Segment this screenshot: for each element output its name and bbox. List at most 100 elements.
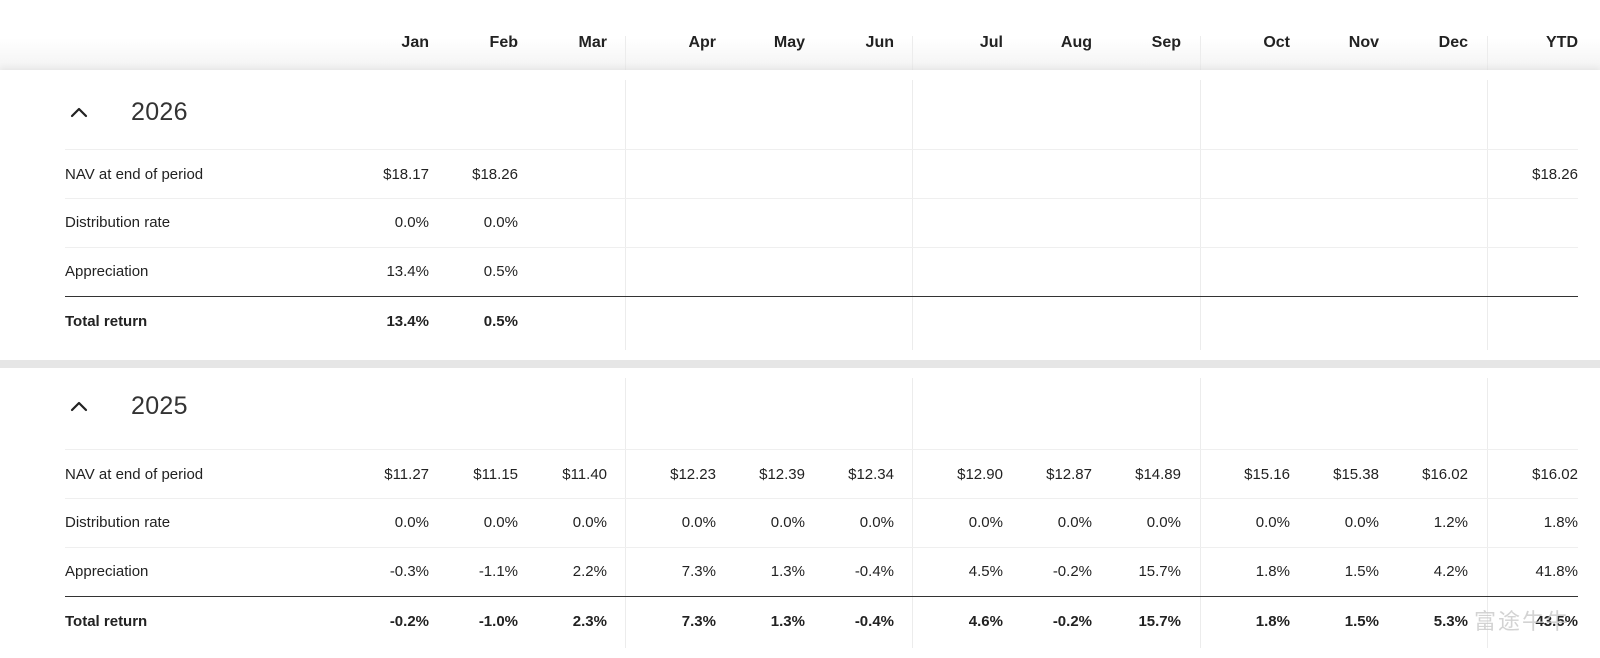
table-row-nav: NAV at end of period $11.27 $11.15 $11.4… — [65, 449, 1578, 499]
cell-jan: 0.0% — [394, 514, 429, 531]
cell-feb: 0.0% — [483, 214, 518, 231]
cell-jun: -0.4% — [854, 613, 894, 630]
row-label: Total return — [65, 313, 148, 330]
cell-sep: $14.89 — [1135, 466, 1181, 483]
cell-feb: $18.26 — [472, 166, 518, 183]
quarter-divider — [625, 378, 626, 648]
month-header-oct: Oct — [1263, 34, 1290, 51]
cell-sep: 15.7% — [1138, 613, 1181, 630]
chevron-up-icon — [70, 401, 88, 412]
month-header-jun: Jun — [865, 34, 894, 51]
cell-jan: $11.27 — [384, 466, 429, 483]
cell-mar: 2.3% — [572, 613, 607, 630]
cell-nov: 1.5% — [1344, 613, 1379, 630]
row-label: NAV at end of period — [65, 166, 204, 183]
table-row-distribution: Distribution rate 0.0% 0.0% — [65, 198, 1578, 248]
cell-nov: 0.0% — [1344, 514, 1379, 531]
cell-apr: 0.0% — [681, 514, 716, 531]
quarter-divider — [1487, 378, 1488, 648]
cell-aug: 0.0% — [1057, 514, 1092, 531]
year-title: 2025 — [131, 392, 188, 420]
cell-jun: 0.0% — [859, 514, 894, 531]
cell-apr: 7.3% — [681, 563, 716, 580]
collapse-2025-button[interactable] — [66, 394, 92, 420]
cell-may: 1.3% — [770, 613, 805, 630]
collapse-2026-button[interactable] — [66, 100, 92, 126]
quarter-divider — [1200, 378, 1201, 648]
month-header-feb: Feb — [489, 34, 518, 51]
cell-oct: 1.8% — [1255, 613, 1290, 630]
cell-feb: 0.5% — [483, 313, 518, 330]
table-row-total-return: Total return -0.2% -1.0% 2.3% 7.3% 1.3% … — [65, 596, 1578, 646]
cell-mar: 0.0% — [572, 514, 607, 531]
year-section-2026: 2026 NAV at end of period $18.17 $18.26 … — [0, 70, 1600, 360]
cell-jul: 4.5% — [968, 563, 1003, 580]
cell-apr: $12.23 — [670, 466, 716, 483]
cell-mar: $11.40 — [562, 466, 607, 483]
quarter-divider — [1487, 36, 1488, 70]
month-header-ytd: YTD — [1546, 34, 1578, 51]
month-header-jul: Jul — [979, 34, 1003, 51]
year-section-2025: 2025 NAV at end of period $11.27 $11.15 … — [0, 368, 1600, 658]
cell-jun: -0.4% — [854, 563, 894, 580]
table-row-nav: NAV at end of period $18.17 $18.26 $18.2… — [65, 149, 1578, 199]
month-header-mar: Mar — [578, 34, 607, 51]
cell-nov: $15.38 — [1333, 466, 1379, 483]
cell-dec: 1.2% — [1433, 514, 1468, 531]
month-header-nov: Nov — [1348, 34, 1379, 51]
table-row-appreciation: Appreciation 13.4% 0.5% — [65, 247, 1578, 297]
quarter-divider — [625, 36, 626, 70]
cell-apr: 7.3% — [681, 613, 716, 630]
cell-jul: 0.0% — [968, 514, 1003, 531]
row-label: Distribution rate — [65, 214, 171, 231]
cell-dec: $16.02 — [1422, 466, 1468, 483]
cell-dec: 5.3% — [1433, 613, 1468, 630]
cell-jul: 4.6% — [968, 613, 1003, 630]
quarter-divider — [625, 80, 626, 350]
cell-feb: -1.0% — [478, 613, 518, 630]
cell-may: 1.3% — [770, 563, 805, 580]
cell-aug: $12.87 — [1046, 466, 1092, 483]
year-title: 2026 — [131, 98, 188, 126]
cell-ytd: $16.02 — [1532, 466, 1578, 483]
cell-jan: -0.3% — [389, 563, 429, 580]
cell-oct: $15.16 — [1244, 466, 1290, 483]
cell-feb: 0.0% — [483, 514, 518, 531]
cell-feb: $11.15 — [473, 466, 518, 483]
quarter-divider — [912, 36, 913, 70]
cell-jun: $12.34 — [848, 466, 894, 483]
cell-jan: 13.4% — [386, 263, 429, 280]
table-row-total-return: Total return 13.4% 0.5% — [65, 296, 1578, 346]
cell-aug: -0.2% — [1052, 563, 1092, 580]
cell-ytd: 1.8% — [1543, 514, 1578, 531]
quarter-divider — [1487, 80, 1488, 350]
cell-jul: $12.90 — [957, 466, 1003, 483]
month-header-row: Jan Feb Mar Apr May Jun Jul Aug Sep Oct … — [0, 0, 1600, 70]
cell-may: 0.0% — [770, 514, 805, 531]
cell-jan: $18.17 — [383, 166, 429, 183]
month-header-dec: Dec — [1438, 34, 1468, 51]
chevron-up-icon — [70, 107, 88, 118]
section-divider — [0, 360, 1600, 368]
quarter-divider — [1200, 36, 1201, 70]
cell-feb: -1.1% — [478, 563, 518, 580]
table-row-distribution: Distribution rate 0.0% 0.0% 0.0% 0.0% 0.… — [65, 498, 1578, 548]
month-header-aug: Aug — [1060, 34, 1092, 51]
row-label: Distribution rate — [65, 514, 171, 531]
month-header-jan: Jan — [401, 34, 429, 51]
table-row-appreciation: Appreciation -0.3% -1.1% 2.2% 7.3% 1.3% … — [65, 547, 1578, 597]
cell-mar: 2.2% — [572, 563, 607, 580]
cell-oct: 1.8% — [1255, 563, 1290, 580]
cell-ytd: 41.8% — [1535, 563, 1578, 580]
cell-aug: -0.2% — [1052, 613, 1092, 630]
month-header-may: May — [773, 34, 805, 51]
row-label: Appreciation — [65, 563, 149, 580]
cell-ytd: $18.26 — [1532, 166, 1578, 183]
row-label: Total return — [65, 613, 148, 630]
month-header-sep: Sep — [1151, 34, 1181, 51]
cell-oct: 0.0% — [1255, 514, 1290, 531]
cell-jan: 13.4% — [386, 313, 429, 330]
quarter-divider — [912, 378, 913, 648]
cell-nov: 1.5% — [1344, 563, 1379, 580]
